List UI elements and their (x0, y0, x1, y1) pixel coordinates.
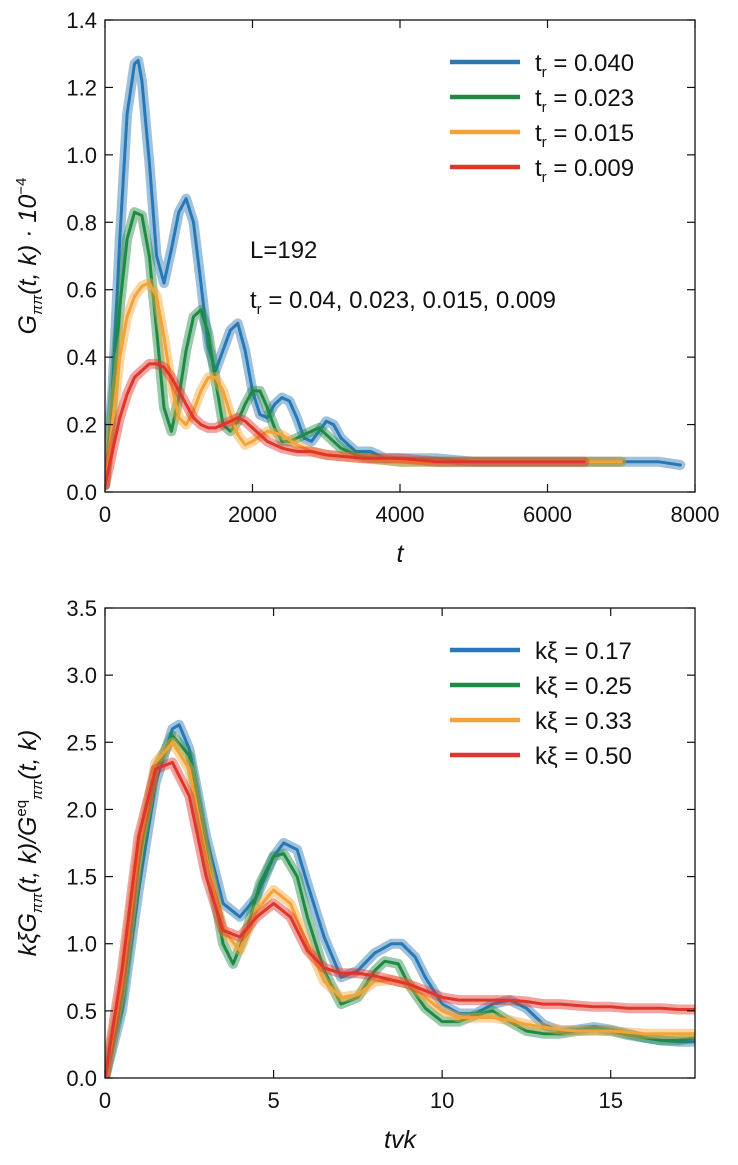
plot-frame (104, 607, 696, 1079)
series-line-3 (105, 760, 695, 1078)
legend: tr = 0.040 tr = 0.023 tr = 0.015 tr = 0.009 (450, 50, 634, 186)
annotation: L=192 (250, 237, 317, 264)
y-tick-label: 0.4 (66, 345, 97, 370)
legend: kξ = 0.17 kξ = 0.25 kξ = 0.33 kξ = 0.50 (450, 638, 632, 770)
series-line-0 (105, 723, 695, 1078)
y-tick-label: 0.0 (66, 1066, 97, 1091)
y-tick-label: 2.5 (66, 730, 97, 755)
y-tick-label: 0.5 (66, 999, 97, 1024)
series-line-2 (105, 281, 623, 487)
legend-label: tr = 0.009 (535, 155, 634, 186)
x-tick-label: 2000 (228, 502, 277, 527)
y-axis-label: Gππ(t, k) · 10−4 (13, 178, 46, 335)
x-tick-label: 0 (99, 1088, 111, 1113)
legend-label: tr = 0.015 (535, 120, 634, 151)
legend-label: kξ = 0.25 (535, 673, 632, 700)
y-tick-label: 1.0 (66, 932, 97, 957)
series-group (105, 55, 686, 491)
y-tick-label: 0.8 (66, 210, 97, 235)
series-band-1 (105, 207, 627, 491)
x-tick-label: 4000 (376, 502, 425, 527)
y-tick-label: 1.4 (66, 8, 97, 33)
bottom-chart: 0 5 10 15 0.0 0.5 1.0 1.5 2.0 2.5 3.0 3.5 tvk kξGππ(t… (13, 596, 696, 1154)
x-axis-label: t (397, 540, 405, 568)
x-axis-label: tvk (384, 1126, 417, 1154)
y-tick-label: 1.0 (66, 143, 97, 168)
top-chart: 0 2000 4000 6000 8000 0.0 0.2 0.4 0.6 0.8 1.0 1.2 1.… (13, 8, 719, 568)
x-tick-label: 5 (267, 1088, 279, 1113)
legend-label: tr = 0.040 (535, 50, 634, 81)
x-tick-label: 6000 (523, 502, 572, 527)
annotation: tr = 0.04, 0.023, 0.015, 0.009 (250, 287, 556, 318)
y-tick-label: 2.0 (66, 797, 97, 822)
y-tick-label: 0.0 (66, 480, 97, 505)
legend-label: kξ = 0.50 (535, 743, 632, 770)
y-tick-label: 0.6 (66, 278, 97, 303)
y-tick-label: 0.2 (66, 413, 97, 438)
y-tick-label: 1.5 (66, 865, 97, 890)
y-tick-label: 1.2 (66, 75, 97, 100)
x-tick-label: 10 (430, 1088, 454, 1113)
series-group (105, 719, 695, 1078)
y-tick-label: 3.0 (66, 663, 97, 688)
y-axis-label: kξGππ(t, k)/Geqππ(t, k) (13, 730, 46, 956)
x-tick-label: 15 (598, 1088, 622, 1113)
legend-label: kξ = 0.17 (535, 638, 632, 665)
series-line-3 (105, 362, 586, 487)
legend-label: tr = 0.023 (535, 85, 634, 116)
y-tick-label: 3.5 (66, 596, 97, 621)
series-line-0 (105, 59, 682, 487)
legend-label: kξ = 0.33 (535, 708, 632, 735)
x-tick-label: 8000 (671, 502, 720, 527)
x-tick-label: 0 (99, 502, 111, 527)
